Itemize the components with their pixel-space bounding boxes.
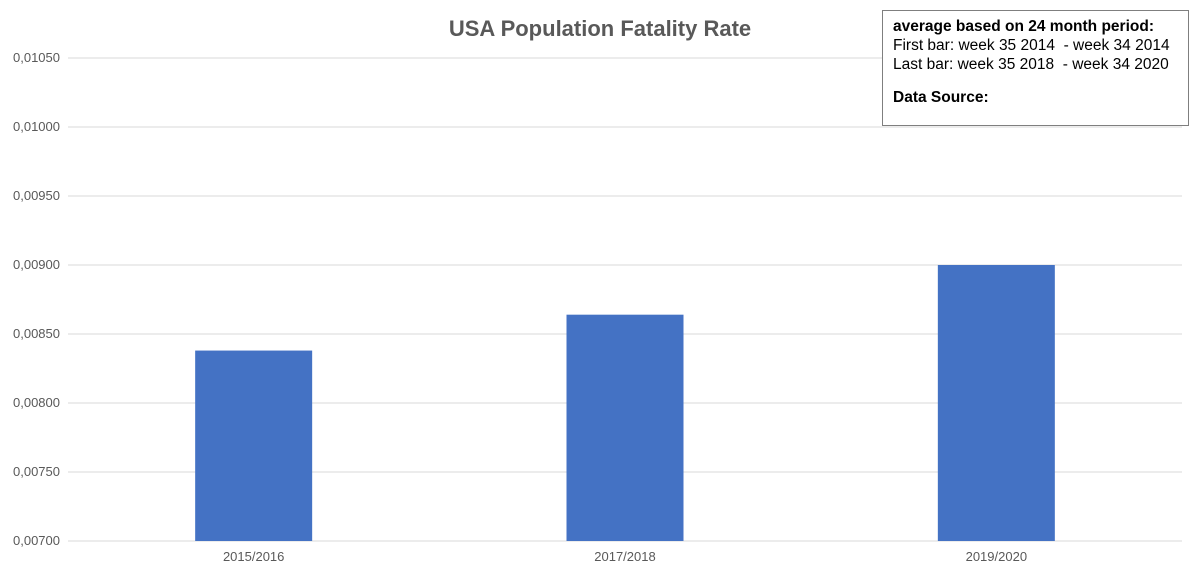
x-axis-tick-labels: 2015/2016 2017/2018 2019/2020 (223, 549, 1027, 564)
y-tick-label: 0,01050 (13, 50, 60, 65)
annotation-last-bar: Last bar: week 35 2018 - week 34 2020 (893, 56, 1169, 73)
x-tick-label: 2017/2018 (594, 549, 655, 564)
y-tick-label: 0,00700 (13, 533, 60, 548)
x-tick-label: 2015/2016 (223, 549, 284, 564)
bars (195, 265, 1055, 541)
annotation-data-source: Data Source: (893, 89, 989, 106)
bar-2015-2016 (195, 350, 313, 541)
y-tick-label: 0,00950 (13, 188, 60, 203)
y-tick-label: 0,00900 (13, 257, 60, 272)
y-tick-label: 0,00850 (13, 326, 60, 341)
y-axis-tick-labels: 0,00700 0,00750 0,00800 0,00850 0,00900 0,009… (13, 50, 60, 548)
bar-2019-2020 (937, 265, 1055, 541)
annotation-heading: average based on 24 month period: (893, 18, 1154, 35)
annotation-first-bar: First bar: week 35 2014 - week 34 2014 (893, 37, 1170, 54)
bar-2017-2018 (566, 314, 684, 541)
x-tick-label: 2019/2020 (966, 549, 1027, 564)
chart-title: USA Population Fatality Rate (449, 16, 751, 41)
annotation-box: average based on 24 month period: First … (882, 10, 1189, 126)
y-tick-label: 0,01000 (13, 119, 60, 134)
y-tick-label: 0,00800 (13, 395, 60, 410)
annotation-spacer (893, 74, 1178, 88)
y-tick-label: 0,00750 (13, 464, 60, 479)
